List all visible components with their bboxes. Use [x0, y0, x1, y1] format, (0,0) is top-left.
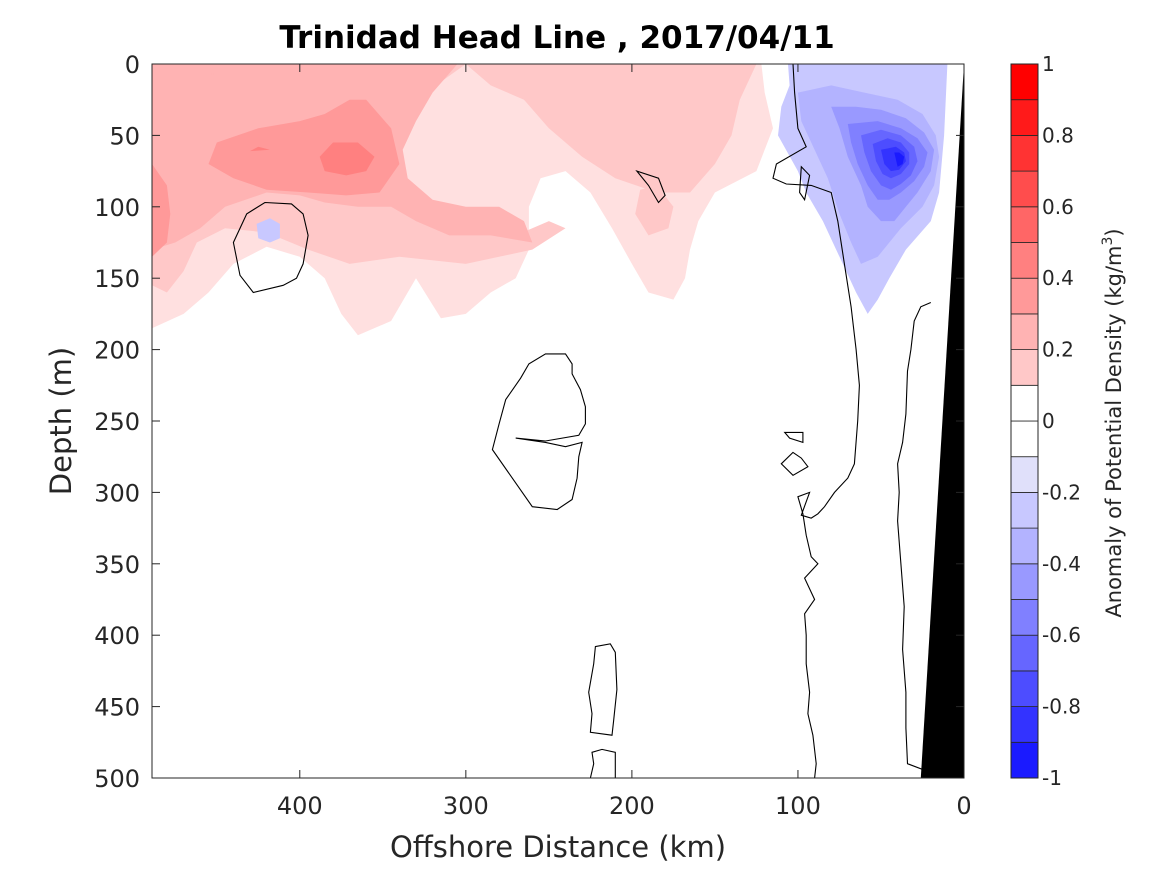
y-tick-label: 500 [94, 765, 140, 793]
y-axis-ticks: 0 50 100 150 200 250 300 350 400 450 500 [94, 51, 964, 793]
chart-title: Trinidad Head Line , 2017/04/11 [279, 20, 834, 56]
colorbar-band [1010, 134, 1039, 172]
y-tick-label: 250 [94, 408, 140, 436]
colorbar-band [1010, 670, 1039, 708]
colorbar-band [1010, 349, 1039, 386]
colorbar-tick-label: -0.4 [1042, 552, 1081, 576]
plot-frame [151, 63, 965, 779]
colorbar-tick-label: 0.2 [1042, 338, 1074, 362]
colorbar-band [1010, 242, 1039, 279]
contour-region-2 [635, 185, 674, 236]
y-tick-label: 300 [94, 479, 140, 507]
zero-contour-7 [588, 643, 618, 736]
zero-contour-6 [491, 353, 586, 511]
zero-contour-8 [589, 748, 616, 778]
contour-region-18 [894, 152, 905, 167]
colorbar-band [1010, 456, 1039, 493]
contour-region-10 [256, 218, 280, 243]
y-tick-label: 100 [94, 194, 140, 222]
colorbar [1010, 63, 1039, 779]
seafloor-polygon [920, 64, 964, 778]
contour-region-6 [319, 142, 375, 176]
colorbar-tick-label: 0.4 [1042, 266, 1074, 290]
colorbar-tick-label: 0.8 [1042, 123, 1074, 147]
colorbar-tick-label: 0 [1042, 409, 1055, 433]
colorbar-tick-label: -0.8 [1042, 695, 1081, 719]
contour-fills [152, 64, 948, 336]
x-tick-label: 400 [277, 792, 323, 820]
colorbar-label-main: Anomaly of Potential Density (kg/m [1102, 246, 1126, 618]
contour-region-5 [152, 164, 171, 257]
x-tick-label: 200 [609, 792, 655, 820]
y-tick-label: 150 [94, 265, 140, 293]
y-tick-label: 50 [109, 122, 140, 150]
colorbar-band [1010, 277, 1039, 315]
x-tick-label: 300 [443, 792, 489, 820]
colorbar-band [1010, 563, 1039, 600]
colorbar-ticks: 1 0.8 0.6 0.4 0.2 0 -0.2 -0.4 -0.6 -0.8 -1 [1042, 52, 1081, 790]
colorbar-tick-label: -0.6 [1042, 623, 1081, 647]
y-axis-label: Depth (m) [44, 347, 78, 495]
zero-contour-lines [232, 64, 932, 778]
colorbar-tick-label: -1 [1042, 766, 1062, 790]
zero-contour-0 [232, 201, 309, 294]
y-tick-label: 350 [94, 551, 140, 579]
y-tick-label: 400 [94, 622, 140, 650]
contour-region-8 [678, 106, 695, 114]
colorbar-band [1010, 741, 1039, 779]
colorbar-band [1010, 313, 1039, 350]
zero-contour-1 [635, 169, 666, 204]
colorbar-band [1010, 491, 1039, 529]
colorbar-band [1010, 420, 1039, 458]
colorbar-band [1010, 706, 1039, 743]
zero-contour-3 [799, 165, 811, 202]
colorbar-tick-label: 1 [1042, 52, 1055, 76]
colorbar-tick-label: -0.2 [1042, 480, 1081, 504]
x-axis-ticks: 400 300 200 100 0 [277, 64, 972, 820]
colorbar-band [1010, 206, 1039, 243]
x-axis-label: Offshore Distance (km) [390, 830, 726, 864]
colorbar-band [1010, 63, 1039, 101]
x-tick-label: 0 [956, 792, 971, 820]
colorbar-band [1010, 384, 1039, 422]
colorbar-band [1010, 599, 1039, 636]
colorbar-band [1010, 634, 1039, 672]
zero-contour-4 [783, 431, 804, 444]
colorbar-band [1010, 527, 1039, 565]
zero-contour-5 [780, 451, 809, 476]
colorbar-label-close: ) [1102, 228, 1126, 236]
y-tick-label: 0 [125, 51, 140, 79]
colorbar-band [1010, 99, 1039, 136]
zero-contour-2 [772, 64, 860, 778]
zero-contour-9 [897, 301, 932, 770]
y-tick-label: 450 [94, 694, 140, 722]
x-tick-label: 100 [775, 792, 821, 820]
y-tick-label: 200 [94, 337, 140, 365]
colorbar-frame [1010, 63, 1039, 779]
contour-region-7 [250, 146, 270, 152]
colorbar-tick-label: 0.6 [1042, 195, 1074, 219]
colorbar-label: Anomaly of Potential Density (kg/m3) [1100, 228, 1126, 617]
colorbar-band [1010, 170, 1039, 208]
contour-region-9 [200, 71, 217, 77]
colorbar-label-sup: 3 [1100, 237, 1116, 246]
bathymetry-mask [920, 64, 964, 778]
